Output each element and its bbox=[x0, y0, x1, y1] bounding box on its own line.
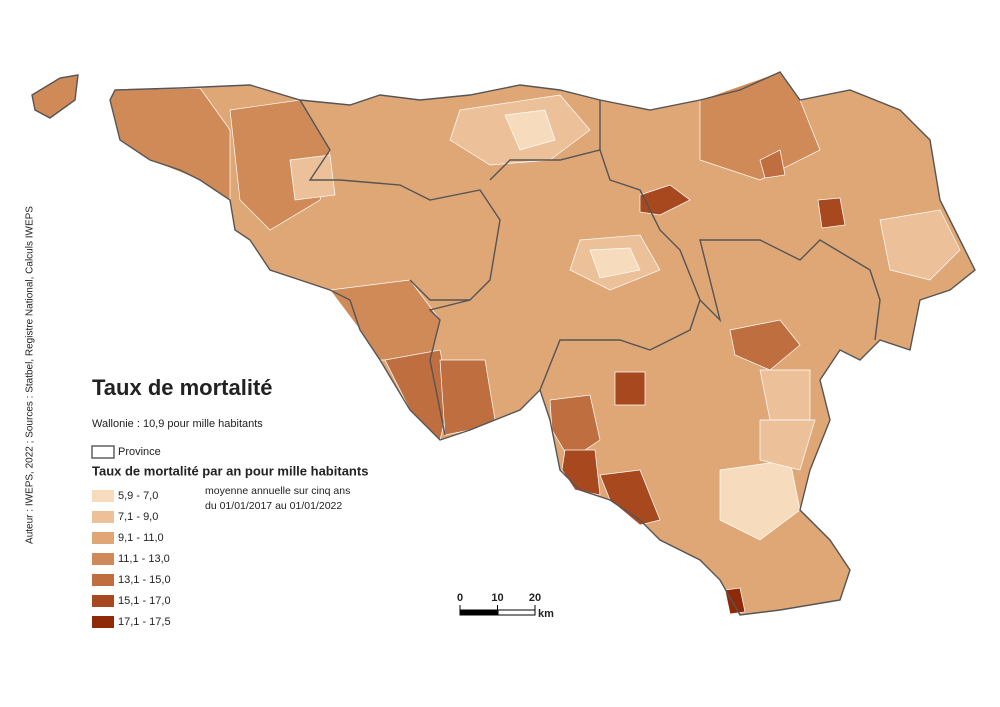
area bbox=[817, 197, 846, 229]
province-swatch bbox=[91, 445, 115, 459]
area bbox=[639, 184, 691, 216]
legend-swatch bbox=[92, 595, 114, 607]
legend-label: 7,1 - 9,0 bbox=[118, 511, 158, 523]
area bbox=[729, 319, 801, 371]
legend-swatch bbox=[92, 616, 114, 628]
area bbox=[724, 587, 746, 615]
legend-label: 17,1 - 17,5 bbox=[118, 616, 171, 628]
scale-bar: 0 10 20 km bbox=[457, 592, 554, 620]
legend-label: 11,1 - 13,0 bbox=[118, 553, 170, 565]
legend-swatch bbox=[92, 553, 114, 565]
subtitle: Wallonie : 10,9 pour mille habitants bbox=[92, 418, 263, 430]
scale-label: 10 bbox=[491, 592, 503, 604]
credit: Auteur : IWEPS, 2022 ; Sources : Statbel… bbox=[25, 206, 36, 544]
area bbox=[614, 371, 646, 406]
legend: 5,9 - 7,0 7,1 - 9,0 9,1 - 11,0 11,1 - 13,0 1… bbox=[92, 490, 171, 628]
province-label: Province bbox=[118, 446, 161, 458]
region-border bbox=[31, 74, 79, 119]
area bbox=[589, 247, 641, 279]
legend-swatch bbox=[92, 490, 114, 502]
scale-label: 20 bbox=[529, 592, 541, 604]
legend-swatch bbox=[92, 532, 114, 544]
legend-swatch bbox=[92, 511, 114, 523]
area bbox=[759, 149, 786, 179]
scale-segment bbox=[497, 609, 536, 616]
province-border bbox=[539, 299, 701, 391]
area bbox=[504, 109, 556, 151]
map bbox=[31, 71, 976, 616]
legend-swatch bbox=[92, 574, 114, 586]
legend-title: Taux de mortalité par an pour mille habi… bbox=[92, 463, 368, 478]
legend-label: 9,1 - 11,0 bbox=[118, 532, 164, 544]
legend-label: 5,9 - 7,0 bbox=[118, 490, 158, 502]
scale-segment bbox=[459, 609, 499, 616]
area bbox=[599, 469, 661, 526]
title: Taux de mortalité bbox=[92, 375, 273, 400]
scale-unit: km bbox=[538, 608, 554, 620]
area bbox=[561, 449, 601, 496]
legend-note: du 01/01/2017 au 01/01/2022 bbox=[205, 500, 342, 512]
area bbox=[879, 209, 961, 281]
area bbox=[109, 87, 231, 201]
area bbox=[759, 419, 816, 471]
region-border bbox=[109, 71, 976, 616]
province-border bbox=[409, 279, 470, 301]
legend-label: 15,1 - 17,0 bbox=[118, 595, 171, 607]
province-border bbox=[299, 99, 501, 436]
legend-note: moyenne annuelle sur cinq ans bbox=[205, 485, 350, 497]
legend-label: 13,1 - 15,0 bbox=[118, 574, 171, 586]
scale-label: 0 bbox=[457, 592, 463, 604]
